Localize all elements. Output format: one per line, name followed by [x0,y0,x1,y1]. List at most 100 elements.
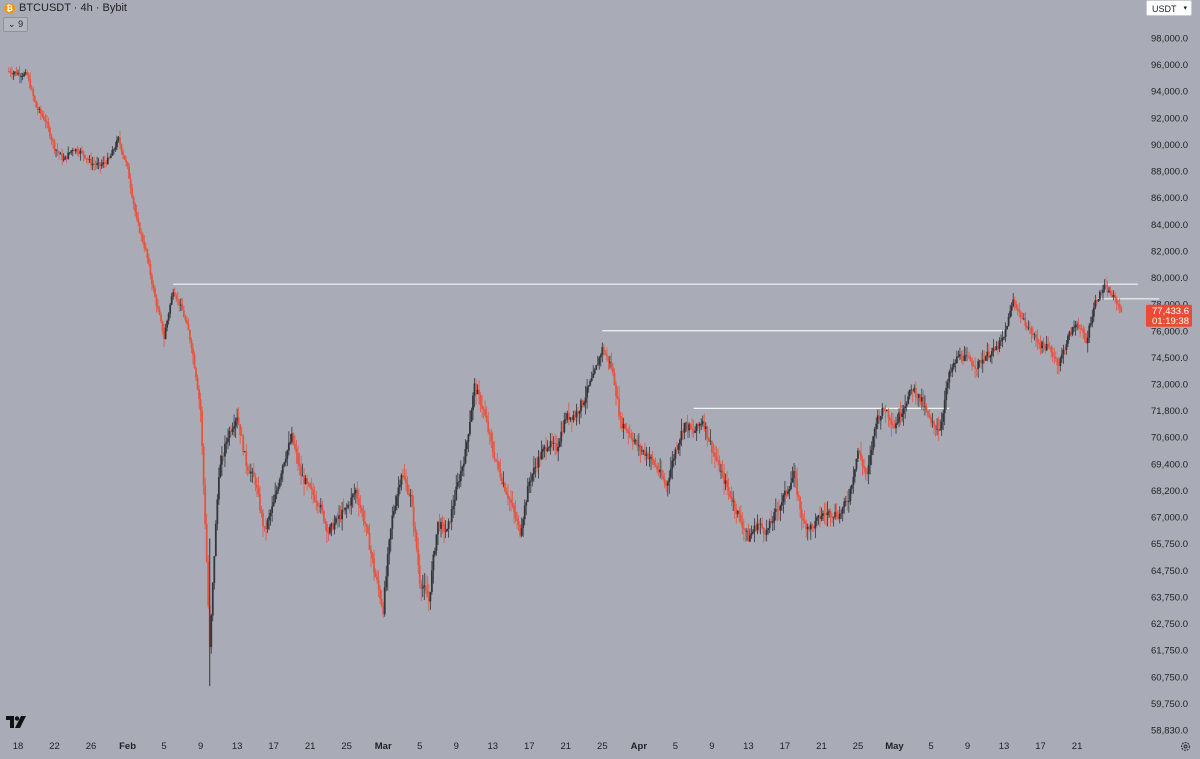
candle-body [1106,285,1109,293]
candle-body [379,589,382,600]
candle-body [557,446,560,452]
time-tick-label: 21 [1072,741,1083,752]
candles [7,66,1123,687]
candle-body [76,149,79,153]
candle-body [437,521,439,535]
candle-body [878,415,881,421]
currency-select[interactable]: USDT ▾ [1146,0,1192,16]
candle-body [472,395,474,411]
candle-body [476,389,479,394]
candle-body [602,346,605,353]
candle-body [814,520,817,529]
candle-body [682,430,684,433]
candle-body [1056,358,1059,366]
candle-body [167,313,170,321]
gear-icon[interactable] [1180,741,1191,752]
candle-body [163,331,165,340]
time-tick-label: 21 [561,741,572,752]
candle-body [529,480,532,482]
candle-body [344,507,347,511]
candle-body [268,516,270,521]
time-tick-label: 13 [999,741,1010,752]
symbol-title[interactable]: BTCUSDT · 4h · Bybit [19,2,127,14]
candle-body [1112,294,1115,297]
candle-body [321,504,324,511]
candle-body [184,316,187,321]
candle-body [569,417,572,420]
candle-body [249,472,252,474]
candle-body [697,423,700,426]
candle-body [1012,299,1015,306]
candle-body [738,510,741,515]
candle-body [539,456,541,460]
candle-body [254,477,257,486]
candle-body [1038,342,1040,345]
candle-body [1021,317,1024,319]
candle-body [583,402,585,406]
candle-body [227,438,229,443]
candle-body [11,73,13,75]
tradingview-logo-icon[interactable] [6,715,28,729]
candle-body [1036,338,1039,343]
candle-body [465,441,468,449]
time-tick-label: 17 [780,741,791,752]
candle-body [386,554,389,577]
candle-body [817,515,820,518]
price-tick-label: 80,000.0 [1151,273,1188,284]
candle-body [257,487,260,495]
price-tick-label: 59,750.0 [1151,699,1188,710]
candle-body [383,587,386,615]
candle-body [280,473,283,480]
candle-body [552,442,555,444]
candle-body [297,453,299,464]
candle-body [367,526,369,534]
candle-body [896,422,899,424]
candle-body [1092,307,1095,317]
candle-body [39,109,42,114]
candle-body [158,308,161,315]
candle-body [952,362,955,368]
candle-body [1082,328,1085,333]
candle-body [978,360,981,362]
candle-body [802,518,805,521]
time-tick-label: 5 [673,741,678,752]
candle-body [59,153,62,155]
candle-body [1041,341,1043,349]
candle-body [32,89,35,96]
candle-body [580,400,582,412]
candle-body [969,357,972,362]
candle-body [584,397,587,403]
candle-body [426,590,429,598]
candle-body [955,356,958,363]
candle-body [692,429,695,433]
time-tick-label: 5 [928,741,933,752]
candle-body [901,413,903,417]
candle-body [129,178,132,188]
candle-body [224,443,226,457]
candle-body [574,415,576,418]
price-tick-label: 98,000.0 [1151,34,1188,45]
candle-body [169,304,172,314]
candle-body [930,417,932,422]
candle-body [852,476,855,486]
candle-body [615,385,617,397]
candle-body [832,516,835,518]
candle-body [672,458,675,461]
candle-body [714,452,716,457]
indicator-collapse-button[interactable]: ⌄ 9 [3,17,29,32]
candle-body [510,499,512,503]
candle-body [902,408,905,414]
candle-body [496,460,499,462]
candle-body [327,531,330,534]
candle-body [420,583,423,589]
candle-body [762,527,765,533]
candle-body [368,533,371,550]
candle-body [125,159,127,163]
candle-body [831,516,833,518]
candle-body [981,359,984,364]
candle-body [715,456,718,461]
candle-body [412,506,415,527]
candle-body [586,386,589,398]
